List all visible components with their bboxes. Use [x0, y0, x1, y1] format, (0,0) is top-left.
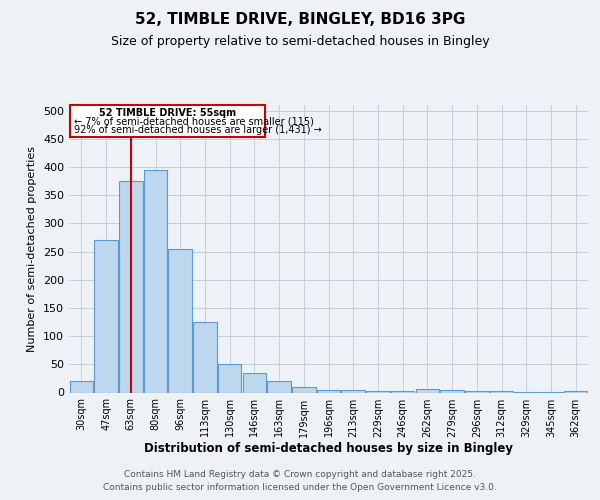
Text: Size of property relative to semi-detached houses in Bingley: Size of property relative to semi-detach…	[110, 35, 490, 48]
Bar	[94, 240, 118, 392]
Y-axis label: Number of semi-detached properties: Number of semi-detached properties	[28, 146, 37, 352]
Bar	[268, 381, 291, 392]
Text: Contains HM Land Registry data © Crown copyright and database right 2025.: Contains HM Land Registry data © Crown c…	[124, 470, 476, 479]
Bar	[193, 322, 217, 392]
Text: 52, TIMBLE DRIVE, BINGLEY, BD16 3PG: 52, TIMBLE DRIVE, BINGLEY, BD16 3PG	[135, 12, 465, 28]
Bar	[317, 390, 340, 392]
Bar	[218, 364, 241, 392]
Bar	[341, 390, 365, 392]
Bar	[144, 170, 167, 392]
Bar	[465, 391, 488, 392]
Bar	[70, 105, 265, 137]
Bar	[119, 181, 143, 392]
X-axis label: Distribution of semi-detached houses by size in Bingley: Distribution of semi-detached houses by …	[144, 442, 513, 456]
Text: 52 TIMBLE DRIVE: 55sqm: 52 TIMBLE DRIVE: 55sqm	[99, 108, 236, 118]
Bar	[169, 249, 192, 392]
Text: ← 7% of semi-detached houses are smaller (115): ← 7% of semi-detached houses are smaller…	[74, 116, 314, 126]
Text: Contains public sector information licensed under the Open Government Licence v3: Contains public sector information licen…	[103, 484, 497, 492]
Bar	[70, 381, 93, 392]
Text: 92% of semi-detached houses are larger (1,431) →: 92% of semi-detached houses are larger (…	[74, 126, 322, 136]
Bar	[564, 391, 587, 392]
Bar	[440, 390, 464, 392]
Bar	[416, 389, 439, 392]
Bar	[242, 373, 266, 392]
Bar	[292, 387, 316, 392]
Bar	[366, 391, 389, 392]
